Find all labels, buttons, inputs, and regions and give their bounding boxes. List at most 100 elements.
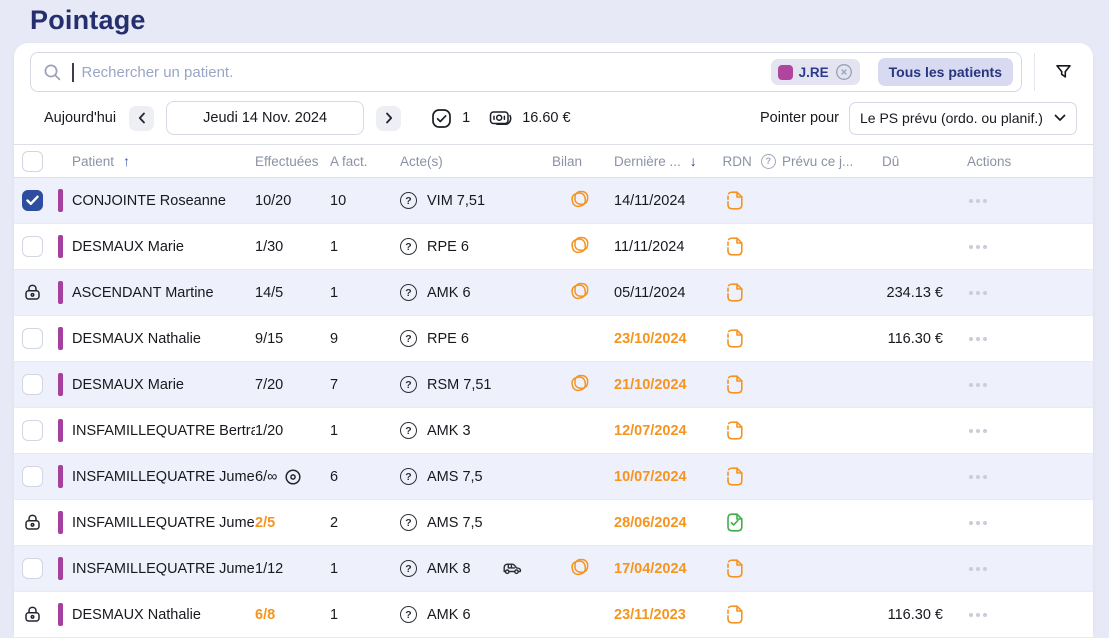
patient-name[interactable]: DESMAUX Marie — [72, 377, 255, 393]
select-all-checkbox[interactable] — [22, 151, 43, 172]
row-checkbox[interactable] — [22, 558, 43, 579]
act-help-icon[interactable]: ? — [400, 606, 417, 623]
column-effectuees[interactable]: Effectuées — [255, 154, 330, 169]
pointer-for-select[interactable]: Le PS prévu (ordo. ou planif.) — [849, 102, 1077, 135]
row-checkbox-checked[interactable] — [22, 190, 43, 211]
patient-name[interactable]: DESMAUX Nathalie — [72, 607, 255, 623]
row-checkbox[interactable] — [22, 466, 43, 487]
ordn-document-icon[interactable] — [722, 602, 747, 627]
sort-descending-icon[interactable]: ↓ — [690, 153, 697, 169]
to-bill-count: 2 — [330, 515, 400, 531]
bilan-icon[interactable] — [568, 371, 592, 399]
ordn-document-icon[interactable] — [722, 418, 747, 443]
row-actions-button[interactable] — [967, 515, 989, 531]
sessions-done: 2/5 — [255, 515, 275, 531]
ordn-document-icon[interactable] — [722, 464, 747, 489]
row-actions-button[interactable] — [967, 193, 989, 209]
row-actions-button[interactable] — [967, 285, 989, 301]
column-actes[interactable]: Acte(s) — [400, 154, 568, 169]
sort-ascending-icon[interactable]: ↑ — [123, 153, 130, 169]
ordn-document-icon[interactable] — [722, 188, 747, 213]
patient-name[interactable]: INSFAMILLEQUATRE Jume... — [72, 515, 255, 531]
patient-name[interactable]: INSFAMILLEQUATRE Jume... — [72, 469, 255, 485]
patient-name[interactable]: DESMAUX Nathalie — [72, 331, 255, 347]
search-input[interactable]: Rechercher un patient. J.RE Tous les pat… — [30, 52, 1022, 92]
bilan-icon[interactable] — [568, 279, 592, 307]
sessions-done: 7/20 — [255, 377, 283, 393]
date-picker[interactable]: Jeudi 14 Nov. 2024 — [166, 101, 364, 135]
act-help-icon[interactable]: ? — [400, 468, 417, 485]
act-help-icon[interactable]: ? — [400, 560, 417, 577]
act-code: AMK 6 — [427, 607, 471, 623]
sessions-done: 9/15 — [255, 331, 283, 347]
act-code: AMK 6 — [427, 285, 471, 301]
column-patient[interactable]: Patient ↑ — [72, 153, 255, 169]
row-actions-button[interactable] — [967, 469, 989, 485]
column-du[interactable]: Dû — [858, 154, 943, 169]
act-help-icon[interactable]: ? — [400, 284, 417, 301]
patient-color-bar — [58, 557, 63, 580]
money-icon — [487, 107, 514, 130]
patient-name[interactable]: INSFAMILLEQUATRE Bertra... — [72, 423, 255, 439]
last-session-date: 11/11/2024 — [614, 239, 722, 255]
row-actions-button[interactable] — [967, 607, 989, 623]
row-actions-button[interactable] — [967, 331, 989, 347]
act-help-icon[interactable]: ? — [400, 514, 417, 531]
sessions-done: 14/5 — [255, 285, 283, 301]
table-row: CONJOINTE Roseanne 10/20 10 ? VIM 7,51 1… — [14, 178, 1093, 224]
ordn-document-icon[interactable] — [722, 556, 747, 581]
today-label: Aujourd'hui — [44, 110, 116, 126]
row-checkbox[interactable] — [22, 236, 43, 257]
prev-day-button[interactable] — [129, 106, 154, 131]
last-session-date: 05/11/2024 — [614, 285, 722, 301]
total-amount: 16.60 € — [522, 110, 570, 126]
bilan-icon[interactable] — [568, 187, 592, 215]
act-help-icon[interactable]: ? — [400, 192, 417, 209]
column-derniere[interactable]: Dernière ... ↓ — [614, 153, 722, 169]
patient-color-bar — [58, 281, 63, 304]
ordn-document-icon[interactable] — [722, 234, 747, 259]
filter-button[interactable] — [1045, 53, 1081, 91]
bilan-icon[interactable] — [568, 233, 592, 261]
ordn-document-icon[interactable] — [722, 326, 747, 351]
patient-name[interactable]: DESMAUX Marie — [72, 239, 255, 255]
last-session-date: 21/10/2024 — [614, 377, 722, 393]
act-help-icon[interactable]: ? — [400, 422, 417, 439]
row-actions-button[interactable] — [967, 239, 989, 255]
row-actions-button[interactable] — [967, 377, 989, 393]
act-help-icon[interactable]: ? — [400, 330, 417, 347]
remove-chip-icon[interactable] — [835, 63, 853, 81]
column-a-fact[interactable]: A fact. — [330, 154, 400, 169]
act-code: VIM 7,51 — [427, 193, 485, 209]
bilan-icon[interactable] — [568, 555, 592, 583]
row-checkbox[interactable] — [22, 374, 43, 395]
column-ordn[interactable]: ORDN ? — [722, 154, 782, 169]
search-row: Rechercher un patient. J.RE Tous les pat… — [30, 52, 1081, 92]
table-row: INSFAMILLEQUATRE Jume... 2/5 2 ? AMS 7,5… — [14, 500, 1093, 546]
row-checkbox[interactable] — [22, 328, 43, 349]
act-code: AMK 3 — [427, 423, 471, 439]
ordn-document-icon[interactable] — [722, 372, 747, 397]
ordn-valid-document-icon[interactable] — [722, 510, 747, 535]
row-actions-button[interactable] — [967, 561, 989, 577]
patient-name[interactable]: INSFAMILLEQUATRE Jume... — [72, 561, 255, 577]
last-session-date: 12/07/2024 — [614, 423, 722, 439]
act-help-icon[interactable]: ? — [400, 376, 417, 393]
sessions-done: 10/20 — [255, 193, 291, 209]
practitioner-filter-chip[interactable]: J.RE — [771, 59, 860, 85]
next-day-button[interactable] — [376, 106, 401, 131]
to-bill-count: 7 — [330, 377, 400, 393]
sessions-done: 6/8 — [255, 607, 275, 623]
all-patients-button[interactable]: Tous les patients — [878, 58, 1013, 86]
ordn-help-icon[interactable]: ? — [761, 154, 776, 169]
row-actions-button[interactable] — [967, 423, 989, 439]
column-prevu[interactable]: Prévu ce j... — [782, 154, 858, 169]
ordn-document-icon[interactable] — [722, 280, 747, 305]
divider — [1034, 53, 1035, 91]
lock-icon — [22, 512, 43, 533]
act-help-icon[interactable]: ? — [400, 238, 417, 255]
patient-name[interactable]: ASCENDANT Martine — [72, 285, 255, 301]
patient-name[interactable]: CONJOINTE Roseanne — [72, 193, 255, 209]
column-bilan[interactable]: Bilan — [552, 154, 614, 169]
row-checkbox[interactable] — [22, 420, 43, 441]
